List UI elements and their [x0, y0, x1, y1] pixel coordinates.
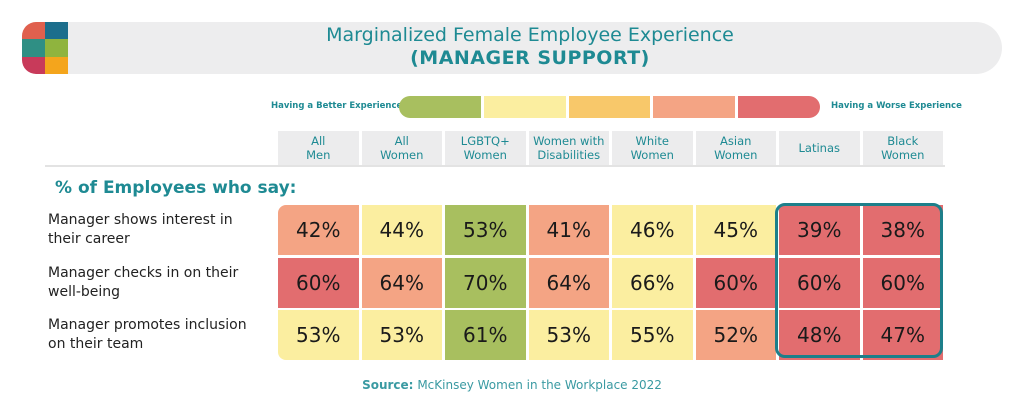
heatmap-cell: 61% — [445, 310, 526, 360]
column-header-line: Asian — [720, 134, 752, 148]
title-banner — [22, 22, 1002, 74]
heatmap-cell: 47% — [862, 310, 943, 360]
heatmap-cell: 39% — [779, 205, 860, 255]
title-line-1: Marginalized Female Employee Experience — [326, 24, 734, 46]
column-header-line: Black — [887, 134, 919, 148]
row-label-line: Manager promotes inclusion — [48, 317, 247, 333]
chart-title: Marginalized Female Employee Experience … — [0, 24, 1024, 70]
legend-swatch-2 — [483, 96, 566, 118]
heatmap-cell: 44% — [361, 205, 442, 255]
row-label-line: their career — [48, 231, 130, 247]
heatmap-cell: 66% — [612, 258, 693, 308]
row-label-line: Manager shows interest in — [48, 212, 233, 228]
column-header-line: Women — [630, 148, 674, 162]
column-header-line: All — [394, 134, 409, 148]
section-label: % of Employees who say: — [55, 178, 297, 198]
legend-better-label: Having a Better Experience — [271, 101, 403, 111]
column-header-line: Women — [463, 148, 507, 162]
column-header-8: Black Women — [862, 131, 943, 165]
heatmap-cell: 53% — [445, 205, 526, 255]
legend-swatch-1 — [399, 96, 481, 118]
legend-color-scale — [399, 96, 820, 118]
heatmap-cell: 60% — [779, 258, 860, 308]
column-header-3: LGBTQ+ Women — [445, 131, 526, 165]
heatmap-cell: 53% — [278, 310, 359, 360]
heatmap-cell: 52% — [695, 310, 776, 360]
title-line-2: (MANAGER SUPPORT) — [410, 47, 650, 69]
row-label-1: Manager shows interest in their career — [48, 211, 233, 249]
source-prefix: Source: — [362, 378, 414, 392]
column-header-line: Men — [306, 148, 331, 162]
column-header-6: Asian Women — [695, 131, 776, 165]
column-header-line: All — [311, 134, 326, 148]
column-header-line: Women — [714, 148, 758, 162]
row-label-line: Manager checks in on their — [48, 265, 239, 281]
column-header-line: Women — [380, 148, 424, 162]
source-text: McKinsey Women in the Workplace 2022 — [417, 378, 662, 392]
column-header-line: Latinas — [798, 141, 841, 155]
heatmap-cell: 41% — [528, 205, 609, 255]
column-header-line: LGBTQ+ — [460, 134, 510, 148]
heatmap-cell: 48% — [779, 310, 860, 360]
legend-worse-label: Having a Worse Experience — [831, 101, 962, 111]
column-header-line: Disabilities — [537, 148, 601, 162]
heatmap-cell: 60% — [695, 258, 776, 308]
column-header-4: Women with Disabilities — [528, 131, 609, 165]
column-header-line: Women with — [533, 134, 605, 148]
heatmap-cell: 55% — [612, 310, 693, 360]
heatmap-cell: 70% — [445, 258, 526, 308]
column-header-line: Women — [881, 148, 925, 162]
heatmap-cell: 64% — [361, 258, 442, 308]
row-label-2: Manager checks in on their well-being — [48, 264, 238, 302]
column-header-2: All Women — [361, 131, 442, 165]
legend-swatch-3 — [568, 96, 651, 118]
legend-swatch-4 — [653, 96, 736, 118]
heatmap-cell: 60% — [278, 258, 359, 308]
row-label-line: on their team — [48, 336, 144, 352]
heatmap-cell: 42% — [278, 205, 359, 255]
row-label-line: well-being — [48, 284, 121, 300]
column-header-5: White Women — [612, 131, 693, 165]
source-note: Source: McKinsey Women in the Workplace … — [0, 378, 1024, 392]
legend-swatch-5 — [738, 96, 820, 118]
heatmap-cell: 46% — [612, 205, 693, 255]
row-label-3: Manager promotes inclusion on their team — [48, 316, 247, 354]
heatmap-cell: 53% — [361, 310, 442, 360]
logo — [22, 22, 68, 74]
column-header-7: Latinas — [779, 131, 860, 165]
heatmap-cell: 38% — [862, 205, 943, 255]
column-header-line: White — [635, 134, 669, 148]
heatmap-cell: 45% — [695, 205, 776, 255]
header-divider — [45, 165, 945, 167]
column-header-1: All Men — [278, 131, 359, 165]
heatmap-cell: 53% — [528, 310, 609, 360]
heatmap-cell: 64% — [528, 258, 609, 308]
heatmap-cell: 60% — [862, 258, 943, 308]
